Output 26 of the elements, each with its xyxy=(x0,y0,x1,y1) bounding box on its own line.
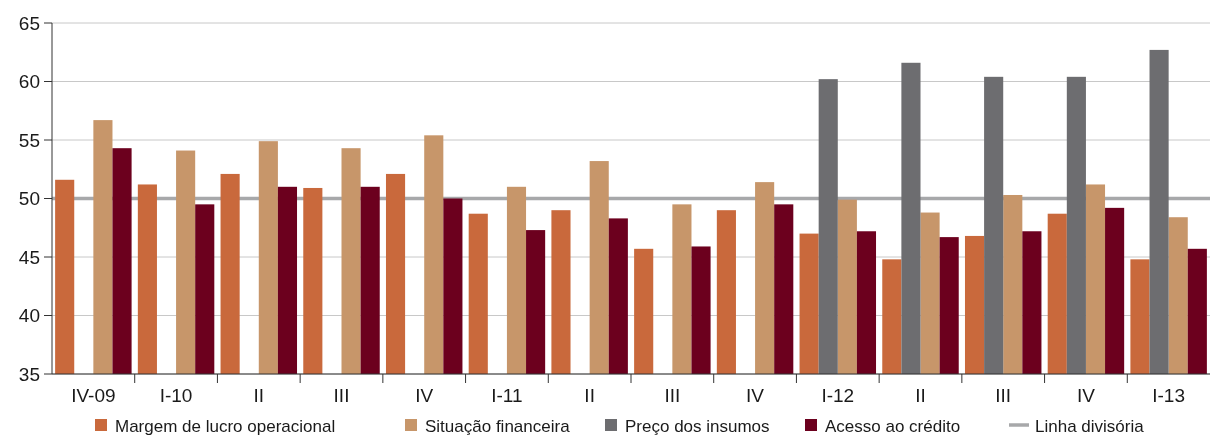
x-tick-label: I-13 xyxy=(1152,385,1186,406)
y-tick-label: 65 xyxy=(18,12,40,34)
y-tick-label: 50 xyxy=(18,188,40,210)
legend-label: Preço dos insumos xyxy=(625,417,770,436)
x-tick-label: III xyxy=(664,385,681,406)
x-tick-label: I-12 xyxy=(821,385,855,406)
x-tick-label: IV xyxy=(415,385,434,406)
x-tick-label: III xyxy=(333,385,350,406)
x-tick-label: II xyxy=(915,385,926,406)
x-tick-label: IV xyxy=(746,385,765,406)
x-tick-label: I-11 xyxy=(491,385,523,406)
y-tick-label: 60 xyxy=(18,71,40,93)
legend-label: Situação financeira xyxy=(425,417,571,436)
y-tick-label: 40 xyxy=(18,305,40,327)
legend-label: Acesso ao crédito xyxy=(825,417,961,436)
legend-label: Linha divisória xyxy=(1035,417,1145,436)
x-tick-label: I-10 xyxy=(159,385,193,406)
x-tick-label: III xyxy=(995,385,1012,406)
y-tick-label: 45 xyxy=(18,246,40,268)
x-tick-label: II xyxy=(584,385,595,406)
y-tick-label: 35 xyxy=(18,363,40,385)
x-tick-label: IV-09 xyxy=(71,385,116,406)
x-tick-label: IV xyxy=(1076,385,1096,406)
y-tick-label: 55 xyxy=(18,129,40,151)
legend-label: Margem de lucro operacional xyxy=(115,417,336,436)
x-tick-label: II xyxy=(253,385,265,406)
